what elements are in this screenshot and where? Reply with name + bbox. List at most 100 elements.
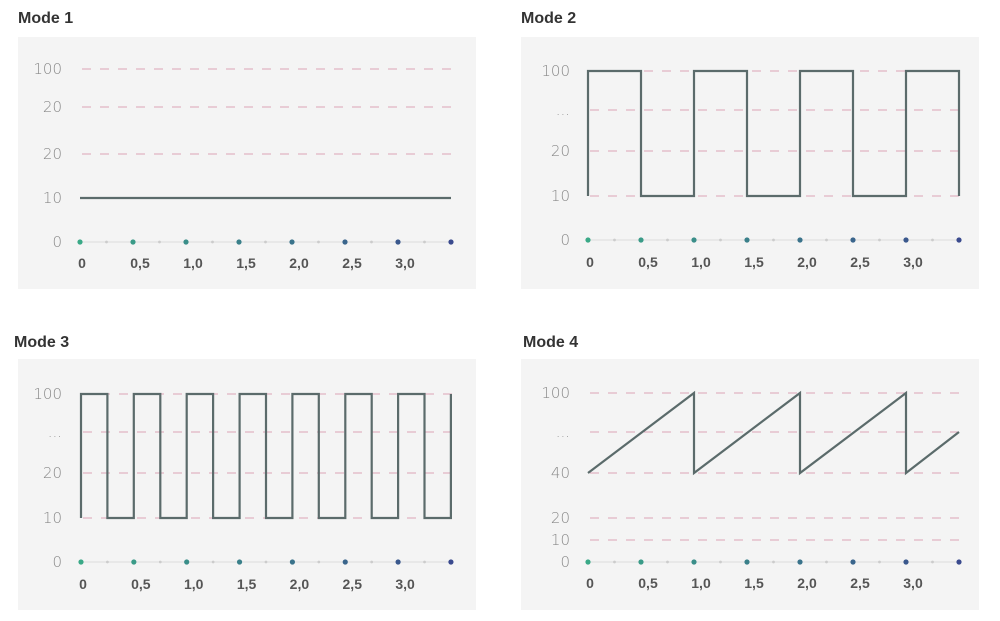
mode-1-axis-major-dot xyxy=(236,239,242,245)
mode-4-axis-major-dot xyxy=(850,559,856,565)
mode-4-axis-major-dot xyxy=(797,559,803,565)
mode-1-axis-major-dot xyxy=(77,239,83,245)
mode-3-x-tick-label: 2,0 xyxy=(290,576,310,592)
mode-2-axis-minor-dot xyxy=(878,238,881,242)
mode-4-y-tick-label: 40 xyxy=(551,464,570,482)
mode-3-axis-minor-dot xyxy=(158,560,162,564)
mode-2-x-tick-label: 0 xyxy=(586,254,594,270)
mode-1-x-tick-label: 0,5 xyxy=(130,255,150,271)
mode-3-axis-major-dot xyxy=(184,559,190,565)
mode-1-x-tick-label: 2,5 xyxy=(342,255,362,271)
mode-4-axis-major-dot xyxy=(956,559,962,565)
mode-4-axis-major-dot xyxy=(691,559,697,565)
mode-2-x-tick-label: 3,0 xyxy=(903,254,923,270)
mode-4-axis-minor-dot xyxy=(772,560,775,564)
mode-4-y-tick-label: 0 xyxy=(560,553,570,571)
mode-1-y-tick-label: 100 xyxy=(33,60,62,78)
mode-1-axis-minor-dot xyxy=(317,240,320,244)
mode-2-y-tick-label: 10 xyxy=(551,187,570,205)
mode-1-axis-minor-dot xyxy=(158,240,161,244)
mode-1-axis-major-dot xyxy=(342,239,348,245)
mode-3-axis-major-dot xyxy=(78,559,84,565)
mode-4-x-tick-label: 1,0 xyxy=(691,575,711,591)
mode-1-y-tick-label: 20 xyxy=(43,145,62,163)
mode-4-axis-major-dot xyxy=(744,559,750,565)
mode-2-x-tick-label: 1,5 xyxy=(744,254,764,270)
mode-3-axis-minor-dot xyxy=(264,560,268,564)
mode-4-y-tick-label: 100 xyxy=(541,384,570,402)
mode-4-x-tick-label: 0,5 xyxy=(638,575,658,591)
mode-4-x-tick-label: 0 xyxy=(586,575,594,591)
mode-1-axis-minor-dot xyxy=(105,240,108,244)
mode-1-x-tick-label: 1,5 xyxy=(236,255,256,271)
mode-2-axis-major-dot xyxy=(797,237,803,243)
mode-2-axis-minor-dot xyxy=(931,238,934,242)
mode-2-axis-major-dot xyxy=(691,237,697,243)
mode-3-axis-major-dot xyxy=(395,559,401,565)
mode-4-x-tick-label: 2,0 xyxy=(797,575,817,591)
mode-4-y-tick-label: 20 xyxy=(551,509,570,527)
mode-1-axis-minor-dot xyxy=(211,240,214,244)
mode-1-axis-major-dot xyxy=(395,239,401,245)
mode-2-series-line xyxy=(586,69,961,198)
mode-4-series-line xyxy=(587,390,960,476)
mode-3-axis-minor-dot xyxy=(211,560,215,564)
mode-1-y-tick-label: 0 xyxy=(52,233,62,251)
mode-3-axis-minor-dot xyxy=(317,560,321,564)
mode-3-x-tick-label: 2,5 xyxy=(343,576,363,592)
mode-1-axis-major-dot xyxy=(130,239,136,245)
mode-1-axis-major-dot xyxy=(448,239,454,245)
mode-4-axis-minor-dot xyxy=(719,560,722,564)
mode-2-axis-minor-dot xyxy=(719,238,722,242)
mode-2-axis-major-dot xyxy=(903,237,909,243)
mode-2-axis-minor-dot xyxy=(825,238,828,242)
mode-2-title: Mode 2 xyxy=(521,10,577,27)
mode-2-x-tick-label: 0,5 xyxy=(638,254,658,270)
mode-3-y-tick-label: ... xyxy=(48,423,62,441)
mode-4-axis-minor-dot xyxy=(825,560,828,564)
mode-1-panel xyxy=(18,37,476,289)
mode-3-axis-major-dot xyxy=(289,559,295,565)
mode-4-x-tick-label: 3,0 xyxy=(903,575,923,591)
mode-3-y-tick-label: 10 xyxy=(43,509,62,527)
mode-1-title: Mode 1 xyxy=(18,10,74,27)
mode-3-x-tick-label: 0 xyxy=(79,576,87,592)
mode-2-axis-major-dot xyxy=(956,237,962,243)
mode-3-y-tick-label: 20 xyxy=(43,464,62,482)
mode-2-axis-major-dot xyxy=(744,237,750,243)
mode-2-axis-minor-dot xyxy=(666,238,669,242)
mode-3-panel xyxy=(18,359,476,610)
mode-2-axis-minor-dot xyxy=(772,238,775,242)
mode-3-x-tick-label: 1,5 xyxy=(237,576,257,592)
mode-1-axis-minor-dot xyxy=(264,240,267,244)
mode-1-axis-minor-dot xyxy=(370,240,373,244)
mode-4-axis-major-dot xyxy=(585,559,591,565)
mode-1-axis-major-dot xyxy=(183,239,189,245)
mode-4-axis-major-dot xyxy=(903,559,909,565)
mode-3-x-tick-label: 0,5 xyxy=(131,576,151,592)
mode-3-y-tick-label: 0 xyxy=(52,553,62,571)
mode-3-axis-major-dot xyxy=(131,559,137,565)
mode-3-axis-major-dot xyxy=(236,559,243,565)
mode-3-series-line xyxy=(79,392,452,520)
mode-4-axis-major-dot xyxy=(638,559,644,565)
mode-4-y-tick-label: ... xyxy=(556,423,570,441)
mode-2-axis-major-dot xyxy=(850,237,856,243)
mode-4-panel xyxy=(521,359,979,610)
mode-4-axis-minor-dot xyxy=(613,560,616,564)
mode-2-panel xyxy=(521,37,979,289)
mode-2-x-tick-label: 1,0 xyxy=(691,254,711,270)
mode-1-x-tick-label: 2,0 xyxy=(289,255,309,271)
mode-4-axis-minor-dot xyxy=(878,560,881,564)
mode-3-axis-major-dot xyxy=(448,559,454,565)
mode-4-x-tick-label: 2,5 xyxy=(850,575,870,591)
mode-1-axis-major-dot xyxy=(289,239,295,245)
mode-3-y-tick-label: 100 xyxy=(33,385,62,403)
mode-1-axis-minor-dot xyxy=(423,240,426,244)
mode-3-axis-major-dot xyxy=(342,559,348,565)
mode-2-axis-minor-dot xyxy=(613,238,616,242)
mode-2-x-tick-label: 2,0 xyxy=(797,254,817,270)
mode-3-x-tick-label: 3,0 xyxy=(395,576,415,592)
mode-2-axis-major-dot xyxy=(638,237,644,243)
